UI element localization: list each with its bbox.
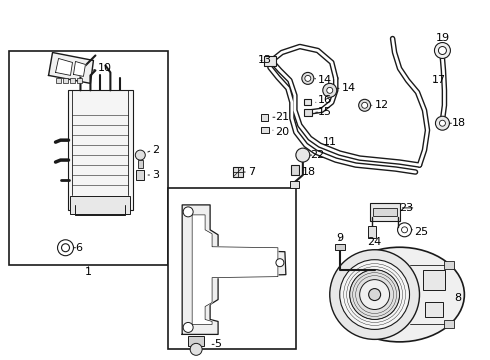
FancyBboxPatch shape — [444, 261, 454, 269]
Polygon shape — [192, 215, 278, 324]
Circle shape — [362, 102, 368, 108]
Circle shape — [397, 223, 412, 237]
Text: 19: 19 — [436, 32, 449, 42]
FancyBboxPatch shape — [63, 78, 68, 83]
FancyBboxPatch shape — [372, 208, 396, 216]
Text: 3: 3 — [152, 170, 159, 180]
FancyBboxPatch shape — [261, 127, 269, 133]
Text: 6: 6 — [75, 243, 82, 253]
Circle shape — [135, 150, 145, 160]
Text: 15: 15 — [318, 107, 332, 117]
Polygon shape — [182, 205, 286, 334]
Text: 12: 12 — [375, 100, 389, 110]
FancyBboxPatch shape — [264, 57, 276, 67]
Circle shape — [435, 42, 450, 58]
FancyBboxPatch shape — [138, 160, 143, 168]
Circle shape — [302, 72, 314, 84]
Ellipse shape — [350, 270, 399, 319]
Text: 5: 5 — [214, 339, 221, 349]
Text: 16: 16 — [318, 95, 332, 105]
FancyBboxPatch shape — [444, 320, 454, 328]
Circle shape — [359, 99, 370, 111]
FancyBboxPatch shape — [423, 270, 445, 289]
FancyBboxPatch shape — [136, 170, 144, 180]
Ellipse shape — [368, 289, 381, 301]
Text: 23: 23 — [399, 203, 414, 213]
FancyBboxPatch shape — [77, 78, 82, 83]
Text: 2: 2 — [152, 145, 159, 155]
Ellipse shape — [335, 247, 465, 342]
FancyBboxPatch shape — [369, 203, 399, 221]
Text: 13: 13 — [258, 55, 272, 66]
Circle shape — [436, 116, 449, 130]
Text: 8: 8 — [454, 293, 462, 302]
Circle shape — [62, 244, 70, 252]
FancyBboxPatch shape — [291, 165, 299, 175]
FancyBboxPatch shape — [425, 302, 443, 318]
Text: 7: 7 — [248, 167, 255, 177]
FancyBboxPatch shape — [68, 90, 133, 210]
Polygon shape — [74, 62, 85, 76]
Bar — [168, 188, 296, 349]
FancyBboxPatch shape — [56, 78, 61, 83]
Ellipse shape — [360, 280, 390, 310]
Text: 18: 18 — [451, 118, 466, 128]
Text: 14: 14 — [342, 84, 356, 93]
Text: 11: 11 — [323, 137, 337, 147]
Circle shape — [323, 84, 337, 97]
Text: 1: 1 — [85, 267, 92, 276]
Text: 25: 25 — [415, 227, 429, 237]
Text: 10: 10 — [98, 63, 111, 73]
FancyBboxPatch shape — [335, 244, 345, 250]
Text: 21: 21 — [275, 112, 289, 122]
Ellipse shape — [330, 250, 419, 339]
FancyBboxPatch shape — [188, 336, 204, 346]
Text: 17: 17 — [432, 75, 445, 85]
FancyBboxPatch shape — [70, 78, 75, 83]
Text: 18: 18 — [302, 167, 316, 177]
Circle shape — [276, 259, 284, 267]
Circle shape — [183, 207, 193, 217]
FancyBboxPatch shape — [291, 181, 299, 189]
Polygon shape — [55, 58, 73, 75]
Text: 9: 9 — [336, 233, 343, 243]
Circle shape — [57, 240, 74, 256]
Circle shape — [190, 343, 202, 355]
FancyBboxPatch shape — [71, 196, 130, 214]
Circle shape — [183, 323, 193, 332]
Circle shape — [305, 75, 311, 81]
FancyBboxPatch shape — [304, 99, 311, 105]
Circle shape — [440, 120, 445, 126]
Text: 20: 20 — [275, 127, 289, 137]
Text: 24: 24 — [368, 237, 382, 247]
FancyBboxPatch shape — [233, 167, 243, 177]
Circle shape — [296, 148, 310, 162]
Text: 14: 14 — [318, 75, 332, 85]
Text: 22: 22 — [310, 150, 324, 160]
FancyBboxPatch shape — [368, 226, 376, 238]
FancyBboxPatch shape — [262, 114, 269, 121]
Ellipse shape — [340, 260, 410, 329]
FancyBboxPatch shape — [304, 109, 312, 116]
Circle shape — [401, 227, 408, 233]
Circle shape — [327, 87, 333, 93]
Circle shape — [439, 46, 446, 54]
Polygon shape — [49, 53, 94, 84]
Bar — [9, 50, 168, 265]
